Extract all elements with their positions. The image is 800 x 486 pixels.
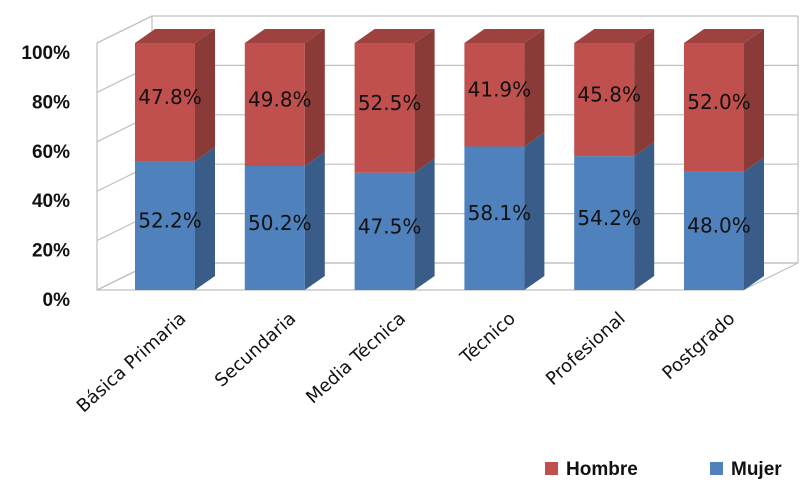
bar-top — [464, 29, 545, 43]
bar-side — [414, 158, 435, 290]
bar-side — [304, 29, 325, 167]
data-labels: 52.2% 47.8% 50.2% 49.8% 47.5% 52.5% 58.1% 41.9%… — [138, 78, 751, 239]
bar-top — [135, 29, 215, 43]
y-tick-label: 60% — [32, 142, 70, 163]
bar-segment-hombre — [574, 29, 655, 157]
legend: Hombre Mujer — [545, 459, 782, 480]
bar-top — [574, 29, 655, 43]
data-label: 48.0% — [687, 214, 751, 238]
bar-front — [684, 171, 744, 290]
bar-segment-hombre — [244, 29, 325, 167]
y-tick-label: 20% — [32, 241, 70, 262]
bar-top — [354, 29, 435, 43]
bar-side — [304, 152, 325, 290]
bar-front — [244, 43, 305, 167]
category-label: Secundaria — [211, 308, 300, 391]
bar-side — [634, 29, 655, 157]
legend-item-mujer: Mujer — [710, 459, 782, 480]
data-label: 41.9% — [468, 78, 532, 102]
bar-segment-mujer — [574, 142, 655, 290]
bar-segment-mujer — [244, 152, 325, 290]
x-axis-categories: Básica Primaria Secundaria Media Técnica Té… — [73, 308, 740, 417]
legend-swatch — [710, 462, 723, 475]
data-label: 47.5% — [358, 214, 422, 238]
bar-front — [135, 43, 195, 162]
bar-top — [244, 29, 325, 43]
bar-side — [524, 132, 545, 290]
bar-front — [574, 156, 635, 290]
bar-segment-hombre — [684, 29, 764, 172]
bar-side — [524, 29, 545, 147]
data-label: 45.8% — [577, 83, 641, 107]
category-label: Postgrado — [658, 308, 739, 384]
data-label: 52.0% — [687, 90, 751, 114]
y-axis-ticks: 0% 20% 40% 60% 80% 100% — [21, 43, 70, 311]
gridline-diagonal — [96, 15, 153, 44]
bar-side — [195, 29, 215, 162]
data-label: 58.1% — [468, 201, 532, 225]
bar-segment-mujer — [354, 158, 435, 290]
category-label: Profesional — [542, 308, 629, 390]
bar-segment-mujer — [464, 132, 545, 290]
y-tick-label: 80% — [32, 92, 70, 113]
y-tick-label: 100% — [21, 43, 70, 64]
bar-side — [195, 147, 215, 290]
y-tick-label: 0% — [43, 290, 71, 311]
bar-segment-hombre — [464, 29, 545, 147]
bar-front — [244, 166, 305, 290]
bar-segment-mujer — [135, 147, 215, 290]
bars — [135, 29, 764, 290]
legend-label: Mujer — [731, 459, 782, 480]
bar-front — [135, 161, 195, 290]
category-label: Media Técnica — [302, 308, 410, 408]
category-label: Técnico — [456, 308, 520, 369]
data-label: 52.2% — [138, 209, 202, 233]
bar-side — [634, 142, 655, 290]
bar-top — [684, 29, 764, 43]
category-label: Básica Primaria — [73, 308, 191, 417]
legend-item-hombre: Hombre — [545, 459, 638, 480]
legend-swatch — [545, 462, 558, 475]
bar-segment-hombre — [354, 29, 435, 173]
bar-segment-hombre — [135, 29, 215, 162]
data-label: 52.5% — [358, 91, 422, 115]
bar-front — [354, 172, 415, 290]
bar-front — [464, 43, 525, 147]
bar-front — [464, 146, 525, 290]
y-tick-label: 40% — [32, 191, 70, 212]
data-label: 49.8% — [248, 88, 312, 112]
bar-segment-mujer — [684, 157, 764, 290]
legend-label: Hombre — [566, 459, 638, 480]
data-label: 50.2% — [248, 211, 312, 235]
bar-side — [744, 157, 764, 290]
bar-side — [744, 29, 764, 172]
data-label: 47.8% — [138, 85, 202, 109]
bar-front — [684, 43, 744, 172]
bar-front — [354, 43, 415, 173]
bar-front — [574, 43, 635, 157]
bar-side — [414, 29, 435, 173]
data-label: 54.2% — [577, 206, 641, 230]
